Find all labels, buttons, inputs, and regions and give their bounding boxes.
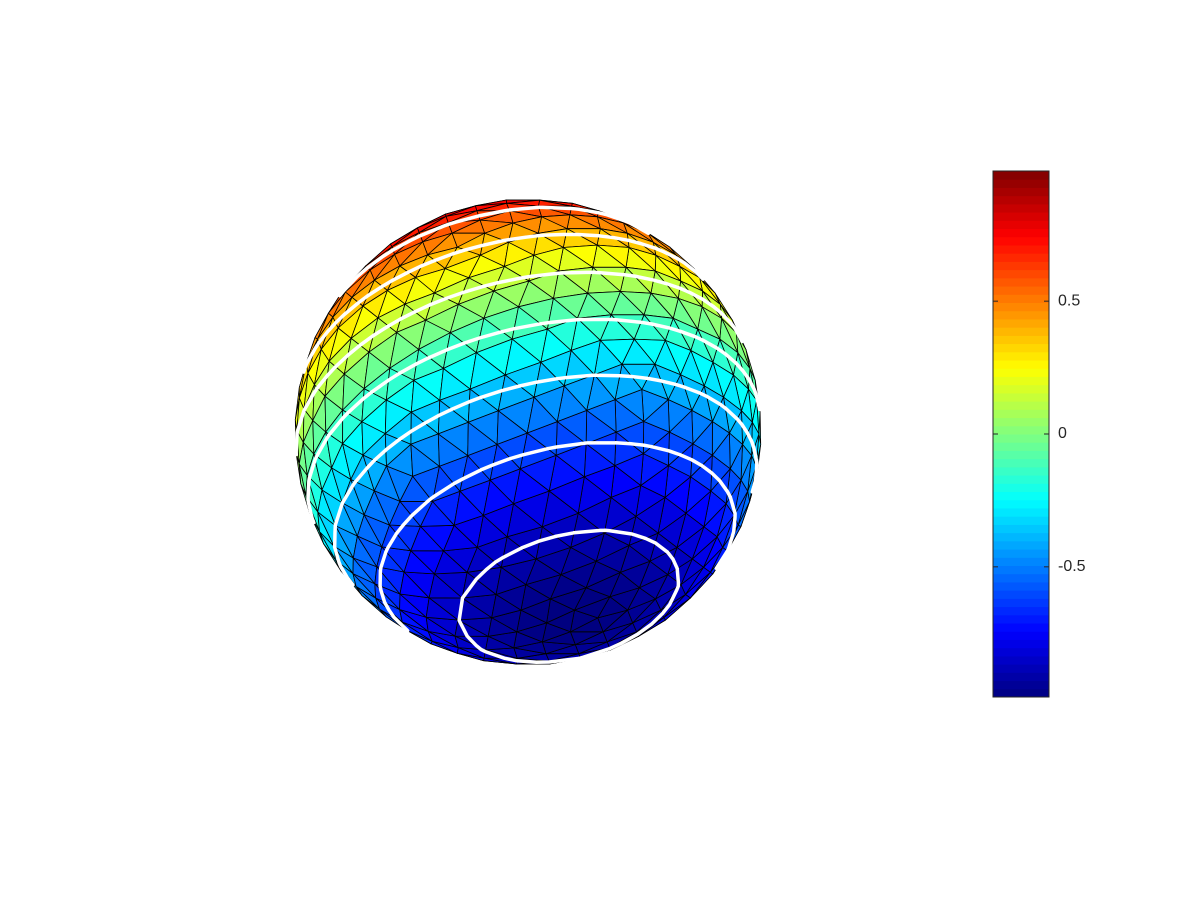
colorbar-cell: [993, 253, 1049, 262]
colorbar-cell: [993, 220, 1049, 230]
colorbar-cell: [993, 310, 1049, 320]
colorbar-tick-label: 0.5: [1058, 292, 1080, 309]
colorbar-cell: [993, 631, 1049, 640]
colorbar-cell: [993, 417, 1049, 427]
colorbar-cell: [993, 655, 1049, 665]
colorbar-cell: [993, 606, 1049, 616]
colorbar-cell: [993, 483, 1049, 493]
contour-line: [337, 205, 651, 298]
colorbar-cell: [993, 409, 1049, 419]
contour-line: [306, 317, 762, 525]
colorbar-cell: [993, 688, 1049, 698]
colorbar-cell: [993, 516, 1049, 525]
colorbar-cell: [993, 540, 1049, 550]
colorbar-cell: [993, 360, 1049, 369]
colorbar-cell: [993, 614, 1049, 624]
colorbar-cell: [993, 343, 1049, 353]
colorbar-cell: [993, 195, 1049, 205]
colorbar-cell: [993, 598, 1049, 608]
colorbar-cell: [993, 557, 1049, 566]
colorbar-cell: [993, 179, 1049, 188]
contour-line: [301, 232, 705, 374]
colorbar-cell: [993, 475, 1049, 484]
colorbar-cell: [993, 236, 1049, 246]
colorbar-cell: [993, 401, 1049, 410]
colorbar-tick-label: -0.5: [1058, 558, 1086, 575]
colorbar-cell: [993, 269, 1049, 279]
colorbar-cell: [993, 450, 1049, 460]
colorbar-cell: [993, 335, 1049, 345]
colorbar-cell: [993, 639, 1049, 649]
colorbar-cell: [993, 302, 1049, 312]
colorbar-cell: [993, 376, 1049, 386]
colorbar-cell: [993, 466, 1049, 476]
colorbar-cell: [993, 327, 1049, 336]
colorbar-cell: [993, 590, 1049, 599]
colorbar-tick-label: 0: [1058, 425, 1067, 442]
colorbar-cell: [993, 565, 1049, 575]
colorbar-cell: [993, 499, 1049, 509]
colorbar-cell: [993, 647, 1049, 657]
colorbar-cell: [993, 425, 1049, 435]
colorbar-cell: [993, 549, 1049, 558]
colorbar-cell: [993, 524, 1049, 534]
colorbar-cell: [993, 368, 1049, 377]
colorbar-cell: [993, 458, 1049, 468]
colorbar-cell: [993, 581, 1049, 591]
colorbar-cell: [993, 532, 1049, 542]
colorbar-cell: [993, 203, 1049, 213]
contour-line: [378, 440, 737, 633]
colorbar-cell: [993, 392, 1049, 402]
contour-line: [457, 528, 681, 664]
colorbar-cell: [993, 623, 1049, 632]
colorbar-cell: [993, 277, 1049, 287]
colorbar-cell: [993, 507, 1049, 517]
colorbar-cell: [993, 573, 1049, 583]
contours: [294, 205, 762, 664]
colorbar: -0.5 0 0.5: [992, 170, 1086, 698]
colorbar-cell: [993, 384, 1049, 394]
sphere-surface: [294, 199, 762, 665]
colorbar-cell: [993, 672, 1049, 682]
colorbar-cell: [993, 318, 1049, 328]
colorbar-cell: [993, 442, 1049, 451]
colorbar-cell: [993, 491, 1049, 501]
mesh-face: [496, 410, 528, 445]
colorbar-cell: [993, 294, 1049, 303]
contour-line: [294, 270, 744, 457]
colorbar-cell: [993, 171, 1049, 180]
colorbar-cell: [993, 228, 1049, 238]
colorbar-cell: [993, 351, 1049, 361]
colorbar-cell: [993, 664, 1049, 673]
colorbar-cell: [993, 261, 1049, 271]
mesh-face: [526, 396, 558, 434]
colorbar-cell: [993, 680, 1049, 690]
colorbar-cell: [993, 434, 1049, 443]
colorbar-cell: [993, 244, 1049, 254]
colorbar-cell: [993, 286, 1049, 295]
colorbar-cell: [993, 187, 1049, 197]
colorbar-cell: [993, 212, 1049, 221]
contour-line: [332, 373, 759, 587]
